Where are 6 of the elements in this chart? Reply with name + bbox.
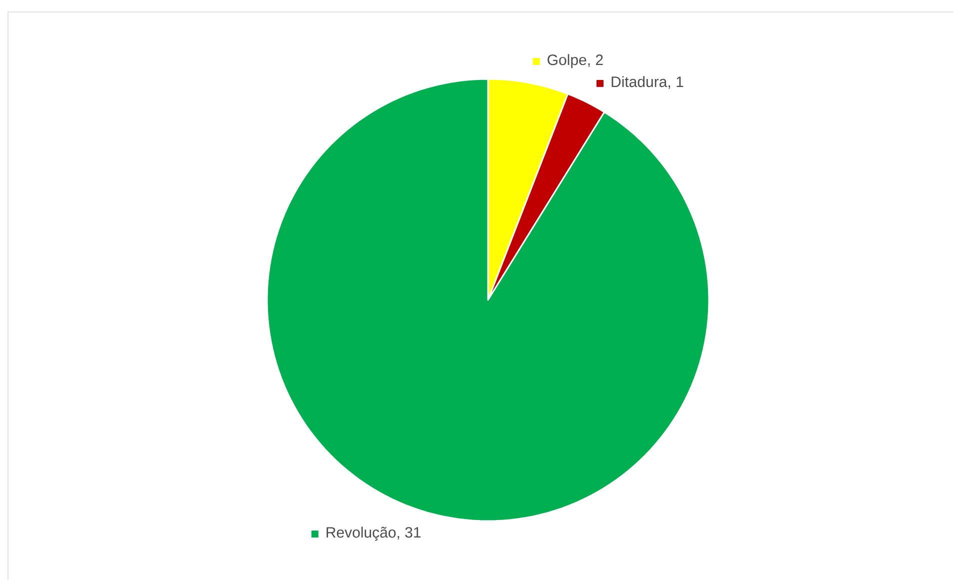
data-label: , 2	[588, 54, 603, 67]
data-label: , 31	[398, 527, 421, 540]
legend-label: Revolução	[326, 526, 396, 541]
legend-label: Ditadura	[612, 76, 668, 88]
data-label: , 1	[668, 76, 684, 89]
legend-label: Golpe	[548, 54, 586, 68]
